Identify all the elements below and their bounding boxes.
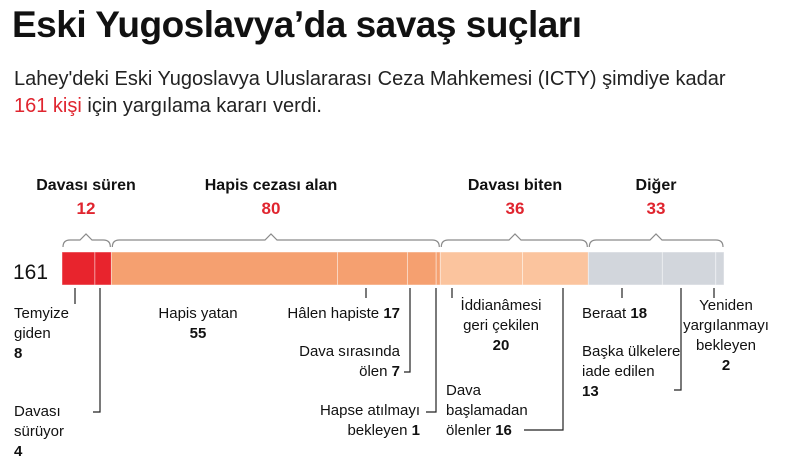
group-name: Hapis cezası alan — [205, 177, 338, 194]
leader-line — [404, 288, 411, 373]
group-value: 12 — [77, 199, 96, 218]
segment-label: Hapse atılmayı bekleyen 1 — [320, 402, 420, 439]
group-value: 33 — [647, 199, 666, 218]
segment-label: Yeniden yargılanmayı bekleyen 2 — [683, 297, 769, 374]
group-value: 80 — [262, 199, 281, 218]
group-bracket — [111, 233, 440, 248]
subtitle-text-end: için yargılama kararı verdi. — [81, 95, 322, 117]
segment-label: Hapis yatan 55 — [158, 305, 237, 342]
subtitle-highlight: 161 kişi — [14, 95, 82, 117]
segment-label: Hâlen hapiste 17 — [287, 305, 400, 322]
segment-label: İddianâmesi geri çekilen 20 — [461, 296, 542, 354]
bar-segment — [661, 251, 717, 286]
bar-segment — [406, 251, 437, 286]
segment-label: Dava başlamadan ölenler 16 — [446, 382, 528, 439]
leader-line — [93, 288, 101, 413]
bar-segment — [61, 251, 96, 286]
segment-label: Dava sırasında ölen 7 — [299, 343, 401, 380]
page-title: Eski Yugoslavya’da savaş suçları — [12, 4, 582, 45]
segment-label: Başka ülkelere iade edilen 13 — [582, 343, 680, 400]
bar-segment — [435, 251, 441, 286]
bar-segment — [715, 251, 725, 286]
group-bracket — [440, 233, 588, 248]
bar-segment — [522, 251, 589, 286]
subtitle: Lahey'deki Eski Yugoslavya Uluslararası … — [14, 66, 754, 120]
leader-line — [674, 288, 682, 391]
group-bracket — [62, 233, 111, 248]
total-label: 161 — [13, 261, 48, 284]
group-value: 36 — [506, 199, 525, 218]
segment-label: Beraat 18 — [582, 305, 647, 322]
subtitle-text-start: Lahey'deki Eski Yugoslavya Uluslararası … — [14, 68, 726, 90]
bar-segment — [587, 251, 663, 286]
segment-label: Temyize giden 8 — [14, 305, 69, 362]
group-name: Davası süren — [36, 177, 136, 194]
bar-segment — [94, 251, 112, 286]
bar-segment — [110, 251, 338, 286]
leader-line — [426, 288, 437, 413]
leader-line — [524, 288, 564, 431]
bar-segment — [439, 251, 523, 286]
bar-segment — [337, 251, 408, 286]
group-name: Diğer — [636, 177, 677, 194]
group-bracket — [588, 233, 724, 248]
group-name: Davası biten — [468, 177, 562, 194]
segment-label: Davası sürüyor 4 — [14, 403, 64, 460]
